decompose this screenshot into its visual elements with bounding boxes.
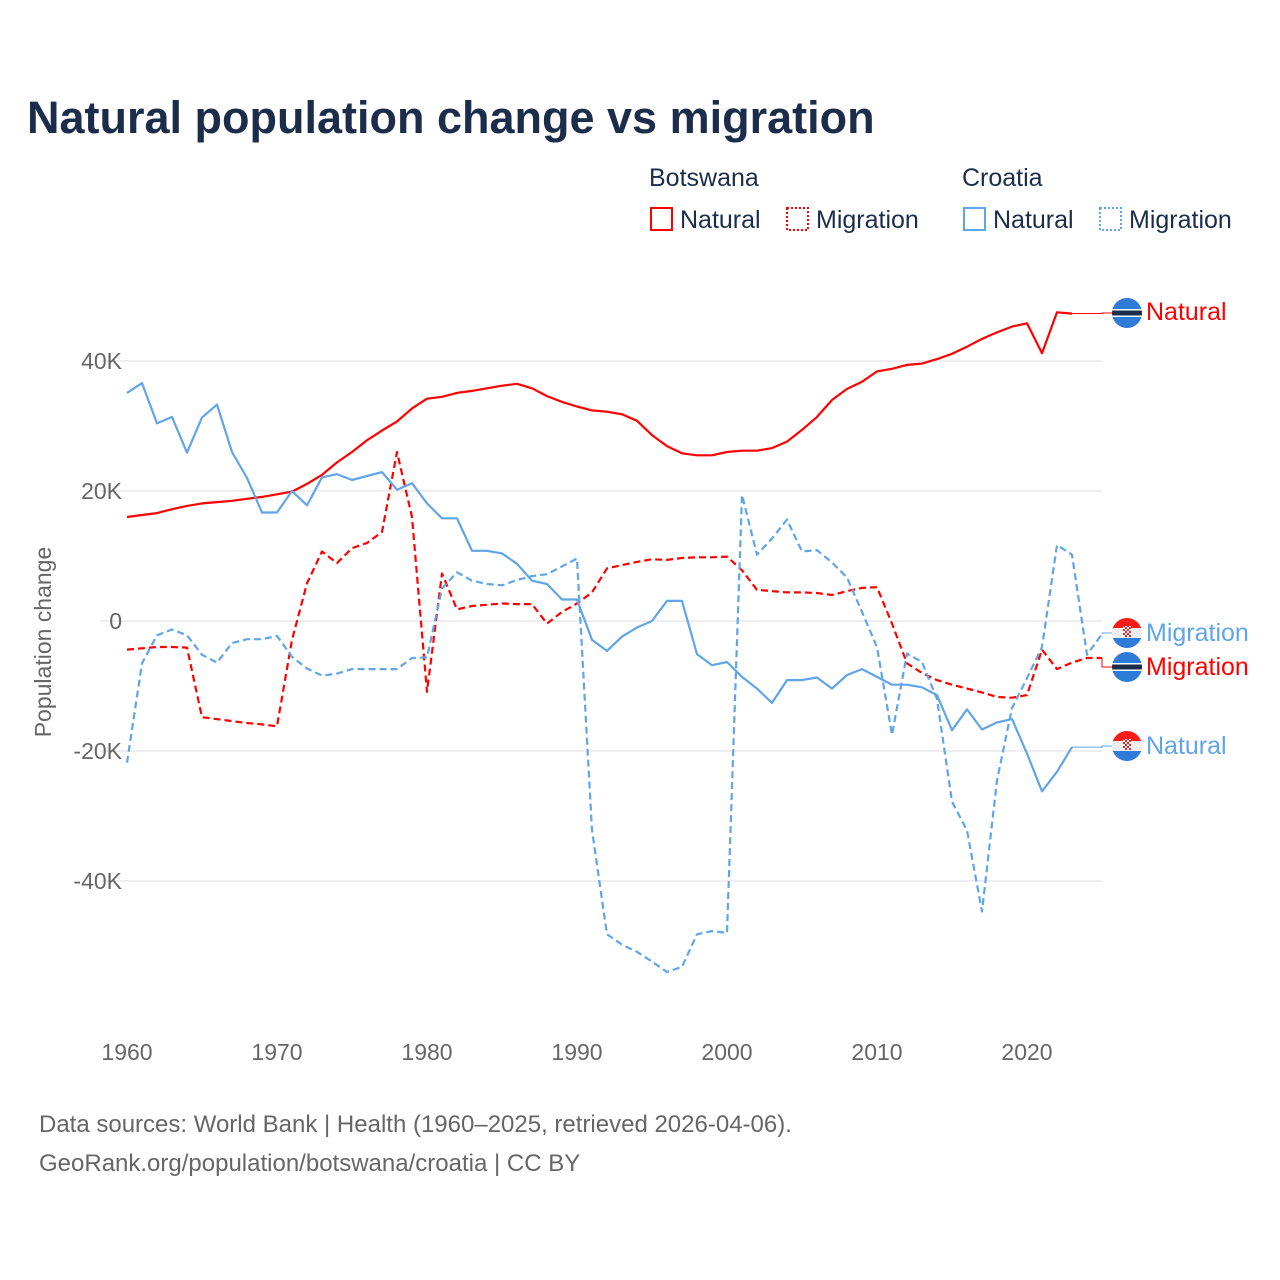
x-tick-label: 1980: [401, 1039, 452, 1065]
legend-swatch-botswana-natural: [650, 207, 673, 231]
botswana-flag-icon: [1112, 652, 1142, 682]
end-label-botswana-natural: Natural: [1146, 298, 1227, 326]
connector-botswana-migration: [1101, 658, 1112, 668]
connector-croatia-natural: [1072, 745, 1112, 748]
y-axis-title: Population change: [30, 547, 56, 738]
end-label-croatia-migration: Migration: [1146, 619, 1249, 647]
line-botswana-migration: [126, 450, 1102, 728]
y-tick-label: 0: [109, 608, 122, 634]
y-tick-label: 20K: [81, 478, 123, 504]
x-tick-label: 1960: [101, 1039, 152, 1065]
x-tick-label: 2020: [1001, 1039, 1052, 1065]
legend-item-botswana-natural[interactable]: Natural: [680, 206, 761, 234]
end-label-croatia-natural: Natural: [1146, 732, 1227, 760]
x-tick-label: 2000: [701, 1039, 752, 1065]
botswana-flag-icon: [1112, 298, 1142, 328]
label-connectors: [1072, 312, 1112, 748]
legend-item-botswana-migration[interactable]: Migration: [816, 206, 919, 234]
legend-swatch-botswana-migration: [786, 207, 809, 231]
grid: [100, 360, 1102, 882]
connector-croatia-migration: [1101, 632, 1112, 634]
legend: Botswana Natural Migration Croatia Natur…: [649, 164, 1232, 234]
y-tick-label: 40K: [81, 348, 123, 374]
croatia-flag-icon: [1112, 618, 1142, 648]
x-tick-label: 1970: [251, 1039, 302, 1065]
legend-group-croatia: Croatia: [962, 164, 1043, 192]
connector-botswana-natural: [1072, 312, 1112, 315]
line-croatia-natural: [126, 382, 1073, 793]
line-croatia-migration: [125, 493, 1103, 974]
legend-swatch-croatia-migration: [1099, 207, 1122, 231]
footer-link[interactable]: GeoRank.org/population/botswana/croatia …: [39, 1150, 580, 1177]
croatia-flag-icon: [1112, 731, 1142, 761]
end-label-botswana-migration: Migration: [1146, 653, 1249, 681]
legend-item-croatia-migration[interactable]: Migration: [1129, 206, 1232, 234]
x-tick-label: 2010: [851, 1039, 902, 1065]
x-tick-label: 1990: [551, 1039, 602, 1065]
chart-title: Natural population change vs migration: [27, 92, 875, 143]
legend-item-croatia-natural[interactable]: Natural: [993, 206, 1074, 234]
y-axis: 40K 20K 0 -20K -40K: [73, 348, 122, 894]
series-lines: [125, 311, 1103, 974]
line-botswana-natural: [126, 311, 1073, 519]
y-tick-label: -20K: [73, 738, 122, 764]
x-axis: 1960 1970 1980 1990 2000 2010 2020: [101, 1039, 1052, 1065]
legend-swatch-croatia-natural: [963, 207, 986, 231]
footer-source: Data sources: World Bank | Health (1960–…: [39, 1111, 792, 1138]
y-tick-label: -40K: [73, 868, 122, 894]
legend-group-botswana: Botswana: [649, 164, 759, 192]
